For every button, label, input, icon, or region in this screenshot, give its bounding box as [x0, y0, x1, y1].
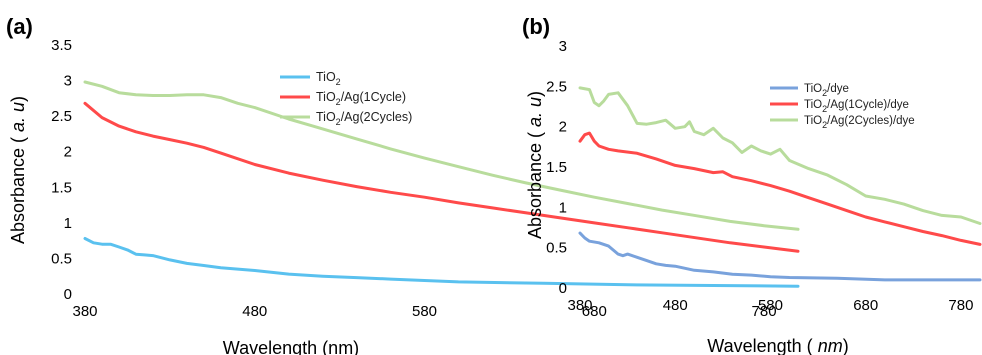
plot-area-a	[83, 80, 800, 288]
legend-label-2: TiO2/Ag(2Cycles)	[316, 110, 412, 127]
y-tick-label: 1.5	[51, 179, 72, 196]
y-tick-label: 0.5	[546, 240, 567, 257]
y-axis-title-a-text: Absorbance (	[8, 137, 28, 244]
panel-b-label: (b)	[522, 14, 550, 39]
x-tick-label: 780	[752, 303, 777, 320]
y-tick-label: 0	[559, 280, 567, 297]
y-axis-ticks-b: 0 0.5 1 1.5 2 2.5 3 380 480 580 680 780	[546, 38, 973, 314]
panel-a-label: (a)	[6, 14, 33, 39]
y-axis-title-b: Absorbance ( a. u)	[525, 91, 545, 239]
legend-label-1: TiO2/Ag(1Cycle)	[316, 90, 406, 107]
y-tick-label: 3	[559, 38, 567, 55]
series-line-1	[578, 131, 982, 246]
x-tick-label: 380	[72, 303, 97, 320]
chart-panel-b: (b) 0 0.5 1 1.5 2 2.5 3 380 480 580 680 780 Wavelen…	[522, 14, 982, 355]
series-line-0	[83, 237, 800, 288]
y-tick-label: 2	[64, 144, 72, 161]
y-axis-title-a: Absorbance ( a. u)	[8, 96, 28, 244]
y-tick-label: 3.5	[51, 37, 72, 54]
chart-panel-a: (a) 0 0.5 1 1.5 2 2.5 3 3.5 380 480 580 680 780 Wave…	[6, 14, 800, 355]
y-tick-label: 2.5	[546, 78, 567, 95]
x-tick-label: 380	[567, 297, 592, 314]
y-tick-label: 3	[64, 73, 72, 90]
x-tick-label: 480	[663, 297, 688, 314]
x-axis-title-a: Wavelength (nm)	[223, 338, 359, 355]
legend-label-2: TiO2/Ag(2Cycles)/dye	[804, 115, 915, 130]
series-line-2	[83, 80, 800, 231]
y-tick-label: 2	[559, 119, 567, 136]
legend-a: TiO2 TiO2/Ag(1Cycle) TiO2/Ag(2Cycles)	[280, 70, 412, 127]
legend-label-0: TiO2	[316, 70, 341, 87]
y-tick-label: 1.5	[546, 159, 567, 176]
y-axis-ticks-a: 0 0.5 1 1.5 2 2.5 3 3.5 380 480 580 680 780	[51, 37, 776, 320]
x-tick-label: 680	[853, 297, 878, 314]
x-tick-label: 580	[758, 297, 783, 314]
y-tick-label: 0.5	[51, 250, 72, 267]
x-tick-label: 580	[412, 303, 437, 320]
x-axis-title-b: Wavelength ( nm)	[707, 336, 848, 355]
x-tick-label: 680	[582, 303, 607, 320]
x-tick-label: 780	[948, 297, 973, 314]
plot-area-b	[578, 86, 982, 282]
x-axis-title-b-text: Wavelength (	[707, 336, 812, 355]
series-line-2	[578, 86, 982, 225]
legend-label-1: TiO2/Ag(1Cycle)/dye	[804, 99, 909, 114]
y-tick-label: 2.5	[51, 108, 72, 125]
y-axis-title-b-text: Absorbance (	[525, 132, 545, 239]
x-tick-label: 480	[242, 303, 267, 320]
legend-b: TiO2/dyeTiO2/Ag(1Cycle)/dyeTiO2/Ag(2Cycl…	[770, 83, 915, 130]
y-tick-label: 0	[64, 286, 72, 303]
series-line-0	[578, 231, 982, 282]
legend-label-0: TiO2/dye	[804, 83, 849, 98]
y-tick-label: 1	[559, 199, 567, 216]
x-axis-title-a-text: Wavelength (nm)	[223, 338, 359, 355]
y-tick-label: 1	[64, 215, 72, 232]
series-line-1	[83, 101, 800, 253]
